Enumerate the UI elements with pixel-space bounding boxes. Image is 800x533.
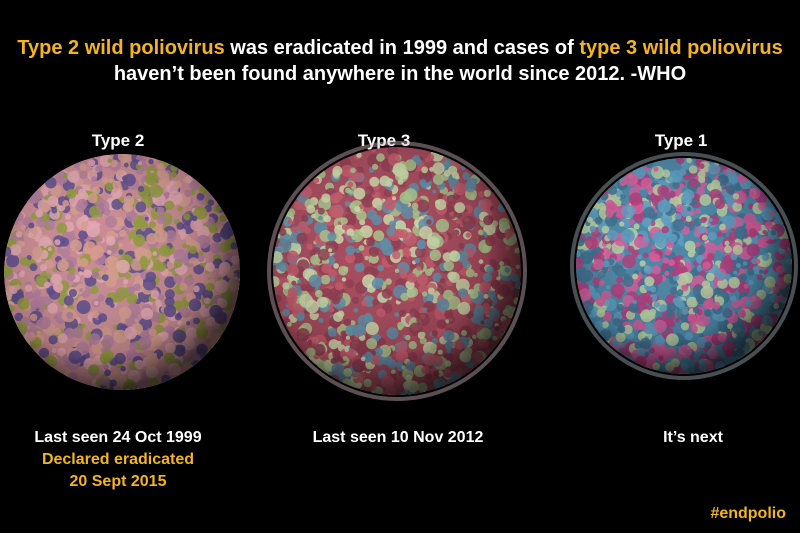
virus-glow (570, 152, 798, 380)
caption: Last seen 24 Oct 1999 (34, 429, 201, 446)
panel-label: Type 1 (655, 131, 708, 150)
caption: 20 Sept 2015 (70, 473, 167, 490)
virus-shading (273, 147, 521, 395)
caption: Declared eradicated (42, 451, 194, 468)
headline-highlight: Type 2 wild poliovirus (17, 37, 224, 59)
caption: Last seen 10 Nov 2012 (313, 429, 484, 446)
virus-shading (576, 158, 792, 374)
virus (4, 154, 240, 390)
virus (273, 147, 521, 395)
virus-glow (267, 141, 527, 401)
caption: It’s next (663, 429, 724, 446)
panel-label: Type 3 (358, 131, 411, 150)
panel-label: Type 2 (92, 131, 145, 150)
headline-line-2: haven’t been found anywhere in the world… (114, 63, 686, 85)
headline-highlight: type 3 wild poliovirus (579, 37, 782, 59)
virus-images (4, 141, 798, 401)
virus-shading (4, 154, 240, 390)
headline-line-1: Type 2 wild poliovirus was eradicated in… (17, 37, 782, 59)
hashtag: #endpolio (710, 505, 786, 522)
headline-text: was eradicated in 1999 and cases of (225, 37, 580, 59)
virus (576, 158, 792, 374)
